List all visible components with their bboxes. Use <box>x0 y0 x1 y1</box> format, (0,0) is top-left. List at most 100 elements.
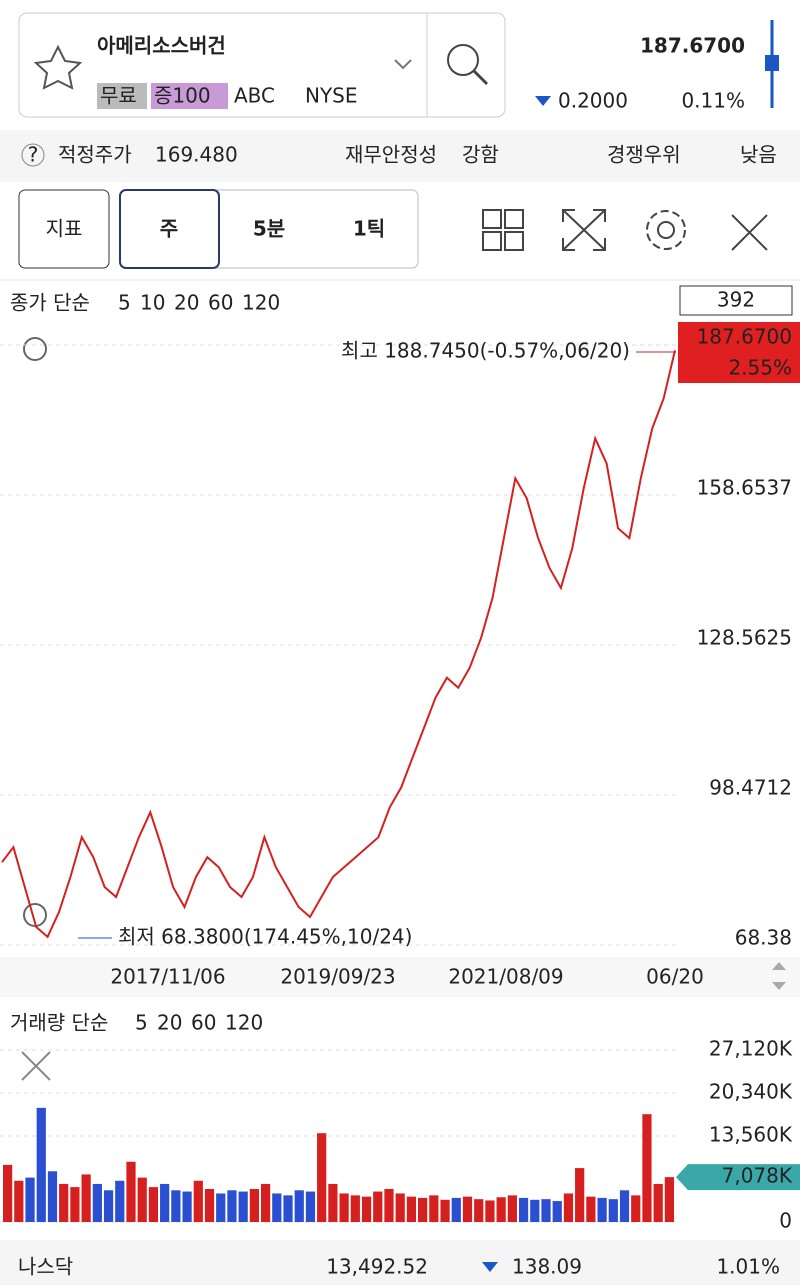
volume-bar <box>294 1190 304 1222</box>
volume-bar <box>361 1196 372 1222</box>
button-label[interactable]: 5분 <box>253 217 285 241</box>
legend-item: 10 <box>140 291 165 315</box>
mini-candle <box>765 55 779 71</box>
volume-bar <box>36 1107 46 1222</box>
favorite-icon[interactable] <box>33 44 83 90</box>
volume-chart: 거래량 단순 0 13,560K 20,340K 27,120K 5 20 60 120 7,0… <box>0 1011 800 1233</box>
legend-item: 20 <box>157 1011 182 1035</box>
volume-bar <box>406 1196 417 1222</box>
price-change-pct: 0.11% <box>681 89 745 113</box>
volume-bar <box>339 1193 349 1222</box>
x-axis-bar <box>0 957 800 997</box>
volume-bar <box>418 1197 428 1222</box>
count-box <box>679 285 793 316</box>
volume-bar <box>664 1177 674 1222</box>
tag-text: NYSE <box>305 84 358 108</box>
y-tick-label: 20,340K <box>709 1080 793 1104</box>
tag-text: 무료 <box>100 84 137 108</box>
volume-bar <box>373 1191 383 1222</box>
y-tick-label: 68.38 <box>735 926 792 950</box>
volume-bar <box>642 1114 652 1222</box>
volume-bar <box>3 1164 13 1222</box>
scroll-icon[interactable] <box>772 962 786 990</box>
x-tick-label: 2021/08/09 <box>448 965 563 989</box>
toolbar-icons[interactable] <box>482 209 768 251</box>
volume-bar <box>283 1195 293 1222</box>
info-value: 강함 <box>462 143 499 167</box>
volume-bar <box>496 1197 506 1222</box>
volume-bar <box>227 1190 237 1222</box>
volume-bar <box>451 1197 461 1222</box>
volume-bar <box>563 1193 574 1222</box>
legend-item: 60 <box>208 291 233 315</box>
close-icon[interactable] <box>21 1051 51 1081</box>
dropdown-icon[interactable] <box>394 59 412 70</box>
x-tick-label: 2019/09/23 <box>280 965 395 989</box>
search-icon <box>472 69 489 86</box>
info-label: 경쟁우위 <box>607 143 681 167</box>
tag <box>97 83 147 109</box>
info-label: 적정주가 <box>58 143 132 167</box>
volume-bar <box>317 1133 327 1222</box>
y-tick-label: 27,120K <box>709 1037 793 1061</box>
high-annotation: 최고 188.7450(-0.57%,06/20) <box>341 339 630 363</box>
volume-bar <box>619 1190 630 1222</box>
current-price: 187.6700 <box>697 325 792 349</box>
volume-bar <box>137 1177 147 1222</box>
price: 187.6700 <box>640 34 745 58</box>
info-value: 169.480 <box>155 143 238 167</box>
y-tick-label: 128.5625 <box>697 626 792 650</box>
stock-name: 아메리소스버건 <box>97 34 226 58</box>
search-icon[interactable] <box>447 44 479 76</box>
volume-bar <box>586 1196 596 1222</box>
low-annotation: 최저 68.3800(174.45%,10/24) <box>118 925 412 949</box>
legend-item: 120 <box>225 1011 263 1035</box>
volume-bar <box>126 1161 136 1222</box>
help-icon[interactable] <box>21 143 45 167</box>
y-tick-label: 13,560K <box>709 1123 793 1147</box>
current-price-tag <box>678 322 800 383</box>
current-volume: 7,078K <box>722 1164 793 1188</box>
down-arrow <box>535 96 551 106</box>
volume-bar <box>272 1193 282 1222</box>
info-value: 낮음 <box>740 143 777 167</box>
tag-text: 증100 <box>154 84 211 108</box>
zoom-in[interactable] <box>23 337 47 361</box>
legend-title: 종가 단순 <box>10 291 90 315</box>
volume-bar <box>440 1199 450 1222</box>
volume-bar <box>59 1183 69 1222</box>
button-label: 지표 <box>46 217 83 241</box>
volume-bar <box>653 1183 663 1222</box>
indicator-button[interactable] <box>18 189 110 269</box>
volume-bar <box>148 1187 159 1222</box>
x-tick-label: 2017/11/06 <box>110 965 225 989</box>
period-button[interactable] <box>119 189 220 269</box>
price-line <box>1 350 676 939</box>
volume-bar <box>328 1183 338 1222</box>
volume-bar <box>160 1183 170 1222</box>
legend-item: 60 <box>191 1011 216 1035</box>
volume-bar <box>193 1180 203 1222</box>
volume-bar <box>81 1174 91 1222</box>
volume-bar <box>384 1189 394 1222</box>
button-label[interactable]: 1틱 <box>353 217 385 241</box>
legend-title: 거래량 단순 <box>10 1011 108 1035</box>
volume-bar <box>530 1199 540 1222</box>
volume-bar <box>518 1197 529 1222</box>
button-label: 주 <box>160 217 178 241</box>
volume-bar <box>216 1193 226 1222</box>
volume-bar <box>474 1199 484 1222</box>
volume-bar <box>70 1187 80 1222</box>
volume-bar <box>350 1195 360 1222</box>
current-pct: 2.55% <box>728 356 792 380</box>
index-change: 138.09 <box>512 1255 582 1279</box>
volume-bar <box>47 1171 58 1222</box>
info-bar <box>0 130 800 182</box>
legend-item: 20 <box>174 291 199 315</box>
volume-bar <box>541 1199 551 1222</box>
volume-bar <box>608 1199 618 1222</box>
volume-bar <box>249 1189 259 1222</box>
x-tick-label: 06/20 <box>646 965 704 989</box>
tag <box>151 83 228 109</box>
